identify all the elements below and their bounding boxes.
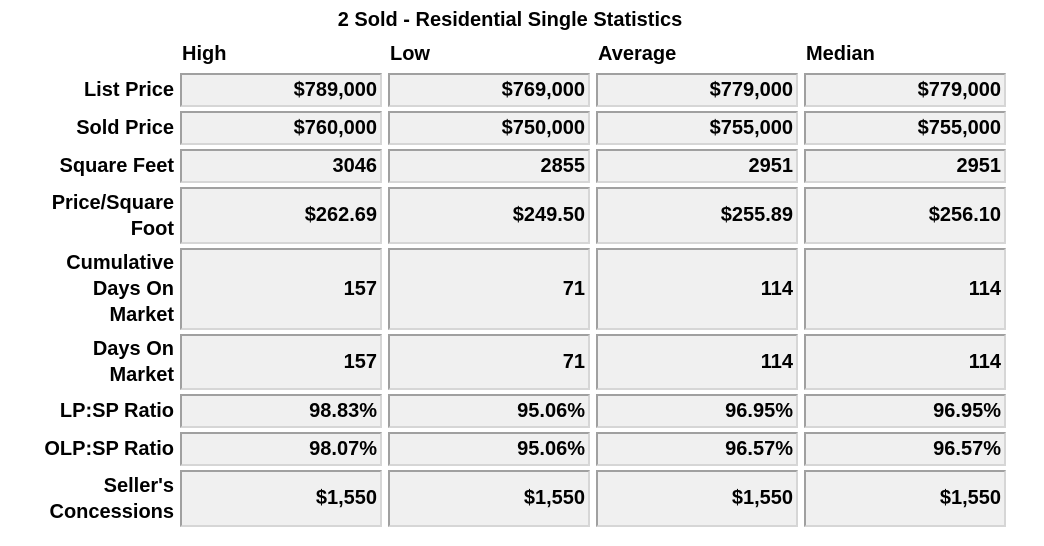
row-label: Square Feet <box>59 155 174 177</box>
value-cell: $1,550 <box>180 470 382 527</box>
row-label: Cumulative Days On Market <box>0 248 174 330</box>
row-label: LP:SP Ratio <box>59 400 174 422</box>
value-cell: $755,000 <box>596 111 798 145</box>
value-cell: $1,550 <box>804 470 1006 527</box>
value-cell: 114 <box>804 334 1006 390</box>
value-cell: 157 <box>180 334 382 390</box>
value-cell: $750,000 <box>388 111 590 145</box>
row-label-text: Price/Square Foot <box>51 191 174 240</box>
value-cell: 98.83% <box>180 394 382 428</box>
value-cell: $255.89 <box>596 187 798 244</box>
row-label: Seller's Concessions <box>0 470 174 527</box>
column-header-average: Average <box>598 43 677 65</box>
value-cell: 98.07% <box>180 432 382 466</box>
row-label: List Price <box>83 79 174 101</box>
value-cell: 71 <box>388 248 590 330</box>
row-label-text: Cumulative Days On Market <box>66 252 174 326</box>
value-cell: $256.10 <box>804 187 1006 244</box>
row-label: Price/Square Foot <box>0 187 174 244</box>
value-cell: $1,550 <box>388 470 590 527</box>
row-label-text: Seller's Concessions <box>49 474 174 523</box>
value-cell: 2951 <box>804 149 1006 183</box>
value-cell: 3046 <box>180 149 382 183</box>
value-cell: 95.06% <box>388 432 590 466</box>
page-title: 2 Sold - Residential Single Statistics <box>337 9 683 31</box>
value-cell: 114 <box>596 248 798 330</box>
row-label: OLP:SP Ratio <box>44 438 174 460</box>
value-cell: 2951 <box>596 149 798 183</box>
value-cell: $779,000 <box>596 73 798 107</box>
value-cell: 2855 <box>388 149 590 183</box>
row-label-text: Days On Market <box>92 338 174 386</box>
value-cell: $779,000 <box>804 73 1006 107</box>
value-cell: 71 <box>388 334 590 390</box>
row-label: Days On Market <box>0 334 174 390</box>
value-cell: 96.95% <box>804 394 1006 428</box>
value-cell: $769,000 <box>388 73 590 107</box>
value-cell: 96.57% <box>804 432 1006 466</box>
value-cell: 96.57% <box>596 432 798 466</box>
value-cell: $262.69 <box>180 187 382 244</box>
value-cell: $1,550 <box>596 470 798 527</box>
value-cell: $789,000 <box>180 73 382 107</box>
row-label: Sold Price <box>76 117 174 139</box>
value-cell: 157 <box>180 248 382 330</box>
value-cell: $249.50 <box>388 187 590 244</box>
value-cell: $755,000 <box>804 111 1006 145</box>
value-cell: 114 <box>596 334 798 390</box>
value-cell: 96.95% <box>596 394 798 428</box>
column-header-low: Low <box>390 43 430 65</box>
column-header-high: High <box>182 43 227 65</box>
value-cell: 95.06% <box>388 394 590 428</box>
column-header-median: Median <box>806 43 875 65</box>
value-cell: $760,000 <box>180 111 382 145</box>
value-cell: 114 <box>804 248 1006 330</box>
